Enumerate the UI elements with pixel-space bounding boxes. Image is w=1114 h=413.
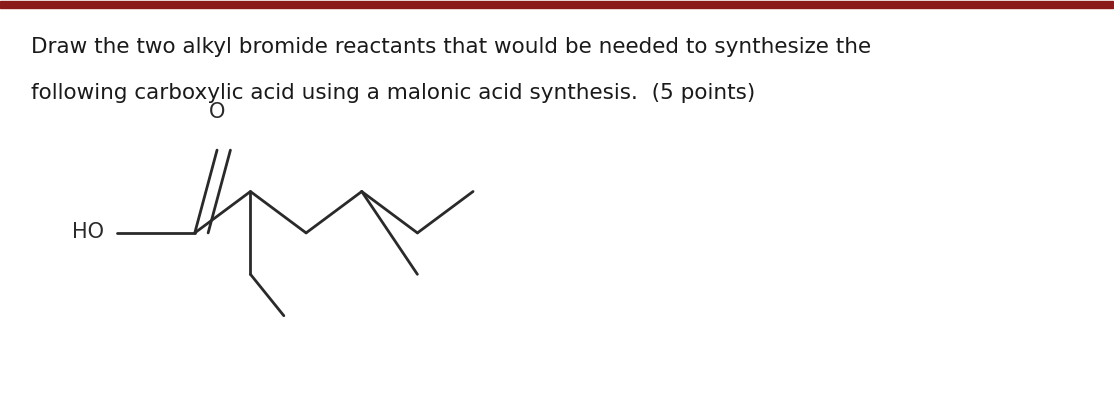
Text: Draw the two alkyl bromide reactants that would be needed to synthesize the: Draw the two alkyl bromide reactants tha… xyxy=(31,37,871,57)
Text: O: O xyxy=(208,102,225,121)
Text: HO: HO xyxy=(72,221,105,241)
Bar xyxy=(0,2,1113,9)
Text: following carboxylic acid using a malonic acid synthesis.  (5 points): following carboxylic acid using a maloni… xyxy=(31,83,755,102)
